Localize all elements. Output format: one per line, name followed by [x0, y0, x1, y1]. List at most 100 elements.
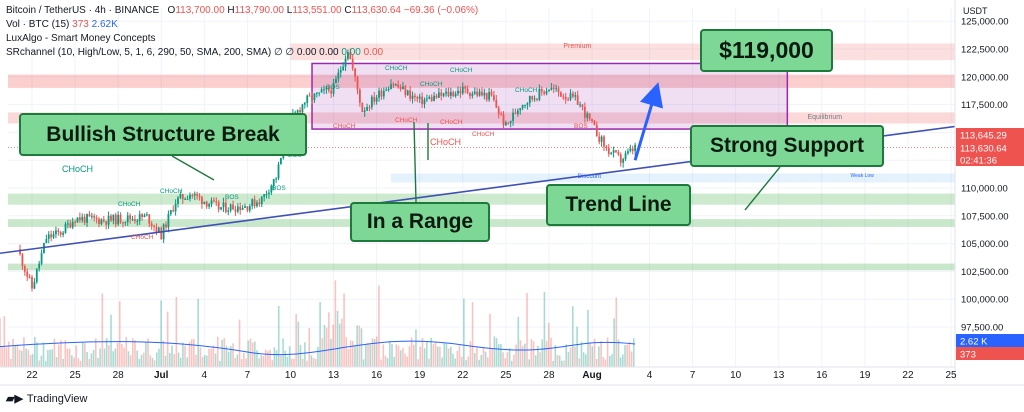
candle [615, 150, 617, 153]
choch-label: CHoCH [430, 137, 461, 147]
candle [440, 92, 443, 96]
volume-bar [238, 319, 241, 367]
brand-name: TradingView [26, 392, 88, 405]
candle [244, 206, 246, 208]
candle [323, 89, 325, 91]
candle [533, 98, 536, 100]
volume-bar [90, 353, 93, 367]
volume-bar [611, 354, 613, 367]
volume-bar [304, 342, 306, 367]
volume-bar [206, 355, 208, 367]
volume-bar [384, 355, 387, 367]
indicator-smc[interactable]: LuxAlgo - Smart Money Concepts [6, 33, 156, 44]
candle [131, 219, 134, 221]
candle [619, 154, 622, 163]
candle [356, 76, 359, 90]
volume-bar [558, 355, 561, 367]
volume-bar [280, 355, 282, 367]
volume-bar [447, 348, 450, 367]
candle [593, 120, 596, 125]
candle [172, 210, 175, 212]
volume-label[interactable]: Vol · BTC (15) [6, 19, 70, 30]
candle [497, 107, 500, 114]
volume-bar [253, 341, 256, 367]
candle [493, 95, 495, 101]
volume-bar [166, 311, 169, 367]
candle [504, 122, 507, 126]
volume-bar [489, 313, 491, 367]
choch-label: CHoCH [450, 67, 473, 74]
candle [81, 216, 84, 221]
target-arrow[interactable] [633, 82, 664, 161]
candle [607, 147, 610, 154]
volume-bar [585, 354, 587, 367]
volume-bar [578, 358, 581, 367]
volume-bar [49, 349, 51, 367]
volume-bar [373, 339, 376, 367]
candle [320, 89, 323, 93]
volume-bar [456, 350, 459, 367]
volume-bar [426, 341, 428, 367]
candle [370, 96, 373, 108]
volume-bar [267, 351, 269, 367]
candle [181, 194, 184, 200]
volume-bar [262, 355, 265, 367]
time-tick-label: 13 [773, 370, 785, 381]
candle [382, 90, 385, 97]
candle [406, 90, 409, 96]
candle [47, 234, 50, 239]
volume-bar [617, 339, 620, 367]
volume-bar [221, 339, 223, 367]
volume-bar [147, 338, 149, 367]
candle [402, 86, 404, 90]
candle [143, 215, 146, 217]
volume-bar [16, 344, 19, 367]
volume-bar [410, 337, 413, 367]
candle [536, 98, 538, 100]
volume-bar [288, 346, 291, 367]
candle [380, 90, 383, 97]
volume-bar [256, 350, 258, 367]
volume-bar [264, 349, 267, 367]
volume-bar [317, 346, 319, 367]
symbol-title[interactable]: Bitcoin / TetherUS · 4h · BINANCE [6, 5, 160, 16]
candle [26, 271, 29, 277]
volume-bar [362, 359, 365, 367]
candle [52, 234, 55, 238]
volume-bar [169, 352, 171, 367]
volume-bar [569, 347, 572, 367]
candle [224, 202, 227, 212]
candle [303, 102, 306, 105]
candle [591, 119, 593, 121]
candle [265, 194, 268, 196]
discount-label: Discount [578, 174, 602, 180]
candle [512, 112, 514, 121]
callout-pointer [171, 155, 215, 181]
candle [631, 148, 634, 152]
volume-bar [338, 323, 341, 367]
footer-brand[interactable]: ▰▶ TradingView [6, 392, 88, 406]
candle [222, 202, 225, 208]
volume-bar [225, 345, 228, 367]
volume-bar [184, 345, 186, 367]
ohlc-change: −69.36 (−0.06%) [403, 5, 479, 16]
volume-bar [44, 360, 47, 367]
candle [203, 201, 206, 204]
price-tick-label: 102,500.00 [961, 267, 1009, 278]
volume-bar [517, 316, 520, 367]
candle [521, 105, 524, 109]
volume-bar [458, 345, 461, 367]
candle [325, 87, 328, 90]
candle [564, 96, 567, 100]
volume-bar [506, 352, 509, 367]
volume-bar [519, 340, 522, 367]
volume-bar [136, 350, 138, 367]
volume-bar [142, 352, 145, 367]
candle [414, 95, 416, 98]
candle [256, 202, 258, 207]
volume-bar [284, 350, 287, 367]
volume-bar [34, 336, 36, 367]
indicator-srchannel[interactable]: SRchannel (10, High/Low, 5, 1, 6, 290, 5… [6, 47, 272, 58]
candle [67, 223, 69, 225]
